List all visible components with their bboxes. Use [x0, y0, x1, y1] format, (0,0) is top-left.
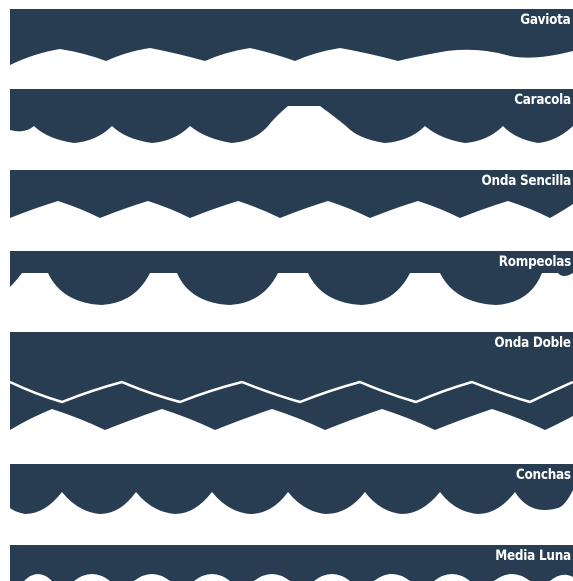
style-label-caracola: Caracola	[514, 92, 571, 108]
style-label-conchas: Conchas	[516, 467, 571, 483]
onda-sencilla-shape	[10, 170, 573, 218]
style-label-gaviota: Gaviota	[520, 12, 572, 28]
style-label-rompeolas: Rompeolas	[498, 254, 572, 270]
band-gaviota: Gaviota	[10, 9, 573, 69]
rompeolas-shape	[10, 251, 573, 305]
media-luna-shape	[10, 545, 573, 581]
style-label-onda-doble: Onda Doble	[494, 335, 572, 351]
style-label-media-luna: Media Luna	[495, 548, 571, 564]
conchas-shape	[10, 464, 573, 514]
onda-doble-shape	[10, 332, 573, 430]
style-label-onda-sencilla: Onda Sencilla	[481, 173, 572, 189]
band-media-luna: Media Luna	[10, 545, 573, 581]
band-conchas: Conchas	[10, 464, 573, 516]
gaviota-shape	[10, 9, 573, 65]
band-caracola: Caracola	[10, 89, 573, 145]
band-rompeolas: Rompeolas	[10, 251, 573, 307]
band-onda-doble: Onda Doble	[10, 332, 573, 436]
band-onda-sencilla: Onda Sencilla	[10, 170, 573, 222]
caracola-shape	[10, 89, 573, 143]
